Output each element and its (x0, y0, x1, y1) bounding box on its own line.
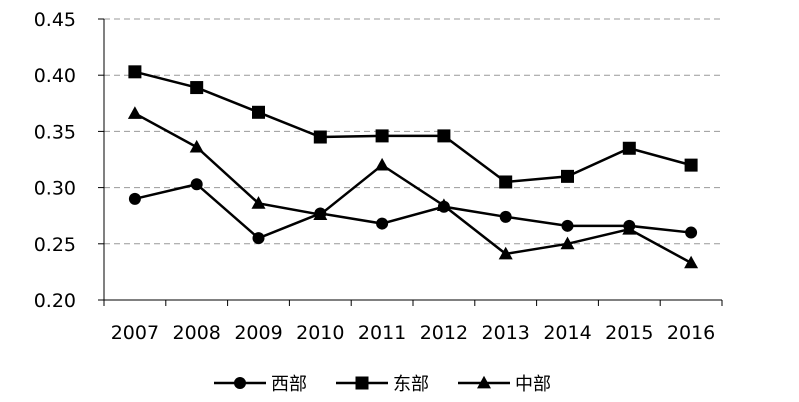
data-point-triangle (375, 157, 390, 171)
data-point-square (561, 169, 574, 183)
grid-lines (104, 18, 722, 245)
x-axis-tick-labels: 2007 2008 2009 2010 2011 2012 2013 2014 2015 2016 (111, 322, 716, 344)
legend-label: 东部 (393, 374, 429, 395)
data-point-circle (128, 192, 141, 205)
series-group (127, 65, 699, 269)
x-tick-label: 2015 (605, 322, 653, 344)
legend: 西部 东部 中部 (214, 374, 551, 395)
data-point-square (499, 175, 513, 189)
legend-item-circle: 西部 (214, 374, 307, 395)
series-square (128, 65, 698, 189)
data-point-square (375, 129, 389, 143)
series-line-square (134, 70, 692, 184)
x-tick-label: 2008 (173, 322, 221, 344)
data-point-triangle (127, 106, 142, 119)
legend-marker-triangle (477, 375, 491, 389)
legend-marker-square (355, 376, 369, 390)
y-tick-label: 0.25 (34, 234, 76, 256)
data-point-circle (499, 210, 512, 223)
data-point-square (437, 129, 451, 143)
data-point-circle (685, 226, 698, 239)
data-point-square (190, 81, 204, 95)
legend-marker-circle (234, 377, 246, 389)
x-tick-label: 2009 (234, 322, 282, 344)
legend-label: 西部 (271, 374, 307, 395)
data-point-triangle (313, 207, 328, 220)
data-point-square (313, 130, 327, 144)
data-point-triangle (189, 139, 204, 153)
data-point-square (684, 158, 698, 172)
data-point-square (128, 65, 142, 79)
x-tick-label: 2013 (482, 322, 530, 344)
data-point-circle (376, 217, 389, 230)
legend-item-square: 东部 (336, 374, 429, 395)
data-point-triangle (560, 236, 575, 250)
x-tick-label: 2012 (420, 322, 468, 344)
data-point-triangle (684, 255, 699, 269)
axes (98, 18, 723, 306)
series-line-circle (134, 182, 692, 240)
series-line-triangle (134, 112, 692, 265)
y-axis-tick-labels: 0.20 0.25 0.30 0.35 0.40 0.45 (34, 9, 76, 312)
data-point-circle (190, 178, 203, 191)
x-tick-label: 2010 (296, 322, 344, 344)
x-tick-label: 2014 (543, 322, 591, 344)
data-point-square (622, 141, 636, 155)
y-tick-label: 0.30 (34, 178, 76, 200)
data-point-triangle (436, 198, 451, 211)
data-point-circle (252, 232, 265, 245)
legend-label: 中部 (515, 374, 551, 395)
y-tick-label: 0.45 (34, 9, 76, 31)
data-point-triangle (251, 196, 266, 209)
legend-item-triangle: 中部 (458, 374, 551, 395)
x-tick-label: 2016 (667, 322, 715, 344)
data-point-triangle (622, 221, 637, 235)
data-point-square (252, 105, 265, 119)
x-tick-label: 2007 (111, 322, 159, 344)
x-tick-label: 2011 (358, 322, 406, 344)
series-triangle (127, 106, 699, 269)
y-tick-label: 0.40 (34, 65, 76, 87)
y-tick-label: 0.35 (34, 121, 76, 143)
y-tick-label: 0.20 (34, 290, 76, 312)
data-point-circle (561, 219, 574, 232)
data-point-triangle (498, 246, 513, 260)
